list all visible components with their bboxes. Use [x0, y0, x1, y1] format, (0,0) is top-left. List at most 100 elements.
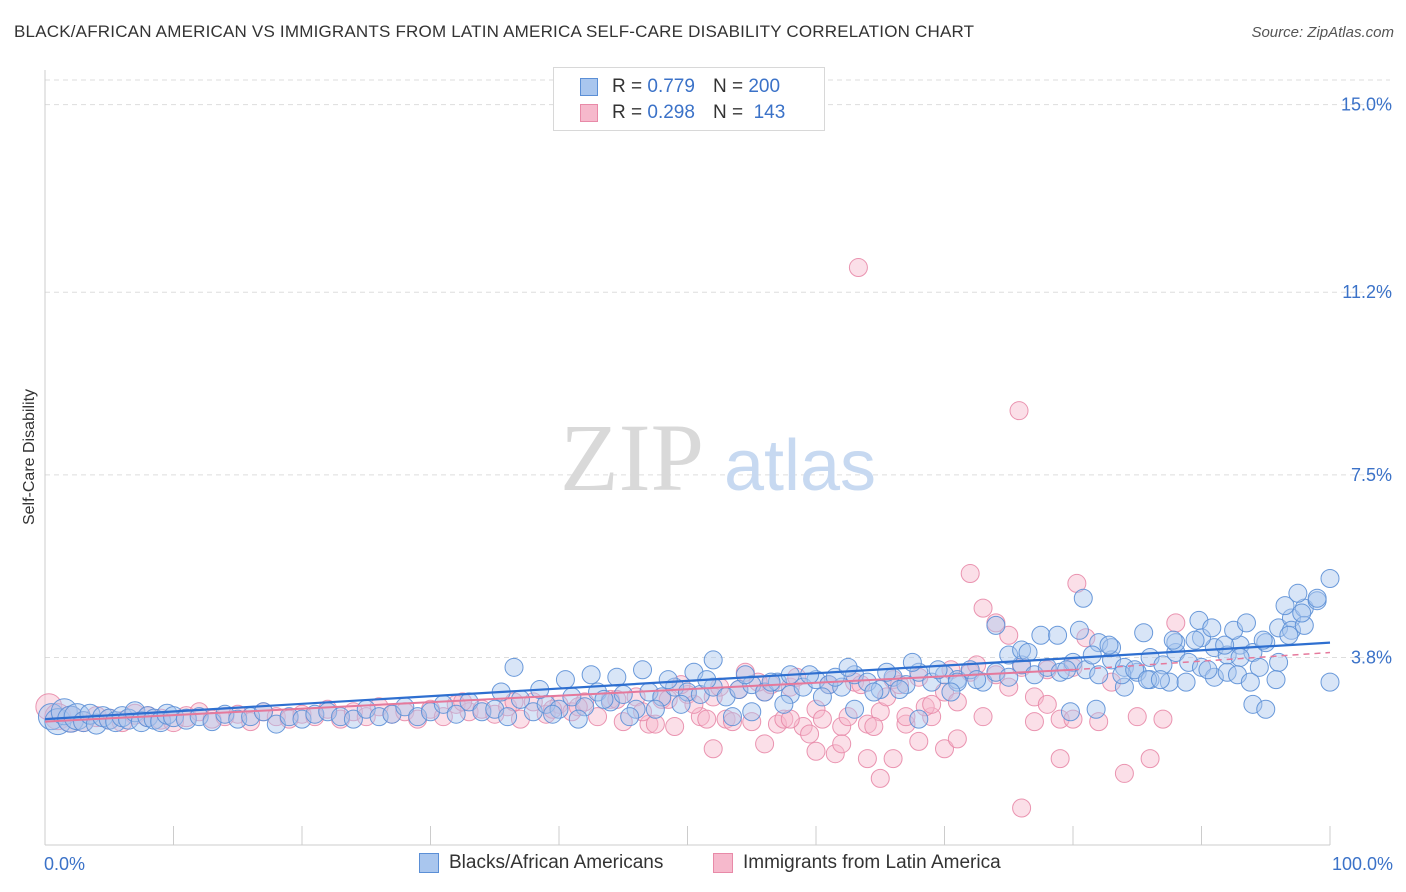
data-point-immigrants — [999, 677, 1019, 697]
y-tick-label: 7.5% — [1351, 465, 1392, 485]
data-point-blacks — [947, 672, 967, 692]
data-point-immigrants — [960, 564, 980, 584]
data-point-immigrants — [806, 741, 826, 761]
n-value: 143 — [753, 102, 786, 123]
data-point-blacks — [845, 699, 865, 719]
data-point-blacks — [1163, 630, 1183, 650]
data-point-immigrants — [1012, 798, 1032, 818]
watermark-atlas: atlas — [724, 426, 876, 506]
data-point-immigrants — [1153, 709, 1173, 729]
data-point-immigrants — [1024, 712, 1044, 732]
data-point-blacks — [543, 704, 563, 724]
data-point-blacks — [1185, 630, 1205, 650]
r-value: 0.779 — [647, 76, 695, 97]
data-point-blacks — [1082, 645, 1102, 665]
legend-item-blacks[interactable]: Blacks/African Americans — [419, 852, 663, 874]
data-point-blacks — [671, 694, 691, 714]
data-point-immigrants — [857, 749, 877, 769]
data-point-immigrants — [613, 712, 633, 732]
data-point-blacks — [1253, 630, 1273, 650]
blue-swatch-icon — [419, 853, 439, 873]
data-point-immigrants — [1063, 709, 1083, 729]
data-point-blacks — [1230, 647, 1250, 667]
x-tick-label: 100.0% — [1332, 854, 1393, 874]
data-point-immigrants — [1140, 749, 1160, 769]
data-point-blacks — [1320, 568, 1340, 588]
trend-line-immigrants — [44, 668, 1074, 723]
data-point-immigrants — [864, 717, 884, 737]
data-point-blacks — [1243, 694, 1263, 714]
data-point-blacks — [812, 687, 832, 707]
data-point-blacks — [652, 687, 672, 707]
data-point-immigrants — [922, 694, 942, 714]
data-point-blacks — [774, 694, 794, 714]
data-point-blacks — [1288, 583, 1308, 603]
pink-swatch-icon — [713, 853, 733, 873]
data-point-immigrants — [697, 709, 717, 729]
data-point-blacks — [838, 657, 858, 677]
data-point-blacks — [1281, 620, 1301, 640]
y-tick-label: 11.2% — [1342, 282, 1392, 302]
data-point-blacks — [658, 670, 678, 690]
data-point-immigrants — [1009, 401, 1029, 421]
data-point-blacks — [1236, 613, 1256, 633]
data-point-blacks — [1060, 702, 1080, 722]
data-point-immigrants — [703, 739, 723, 759]
data-point-blacks — [575, 697, 595, 717]
data-point-blacks — [806, 670, 826, 690]
data-point-blacks — [498, 707, 518, 727]
data-point-blacks — [1256, 699, 1276, 719]
data-point-immigrants — [909, 731, 929, 751]
data-point-immigrants — [812, 709, 832, 729]
data-point-blacks — [742, 702, 762, 722]
data-point-blacks — [703, 650, 723, 670]
data-point-blacks — [343, 709, 363, 729]
y-tick-label: 3.8% — [1351, 647, 1392, 667]
data-point-blacks — [408, 707, 428, 727]
data-point-blacks — [864, 682, 884, 702]
data-point-immigrants — [1050, 749, 1070, 769]
data-point-immigrants — [774, 709, 794, 729]
data-point-immigrants — [896, 714, 916, 734]
data-point-immigrants — [755, 734, 775, 754]
r-label: R = — [612, 76, 643, 97]
y-tick-label: 15.0% — [1341, 95, 1392, 115]
chart-title: BLACK/AFRICAN AMERICAN VS IMMIGRANTS FRO… — [14, 22, 975, 41]
data-point-blacks — [446, 704, 466, 724]
tick-labels: 3.8% 7.5% 11.2% 15.0% 0.0% 100.0% — [44, 95, 1393, 874]
data-point-blacks — [594, 689, 614, 709]
series-immigrants-latin-america — [35, 258, 1186, 818]
data-point-immigrants — [588, 707, 608, 727]
data-point-blacks — [896, 675, 916, 695]
data-point-blacks — [761, 672, 781, 692]
data-point-immigrants — [973, 707, 993, 727]
legend-item-immigrants[interactable]: Immigrants from Latin America — [713, 852, 1001, 874]
data-point-blacks — [1134, 623, 1154, 643]
data-point-blacks — [1114, 677, 1134, 697]
legend-row-blacks: R = 0.779 N = 200 — [580, 74, 780, 100]
data-point-blacks — [1089, 665, 1109, 685]
data-point-blacks — [581, 665, 601, 685]
data-point-blacks — [1176, 672, 1196, 692]
data-point-blacks — [1275, 596, 1295, 616]
data-point-immigrants — [575, 692, 595, 712]
data-point-blacks — [1202, 618, 1222, 638]
trend-line-immigrants-extension — [1072, 651, 1331, 671]
data-point-blacks — [941, 682, 961, 702]
data-point-immigrants — [722, 712, 742, 732]
data-point-blacks — [909, 709, 929, 729]
data-point-blacks — [1073, 588, 1093, 608]
data-point-immigrants — [838, 707, 858, 727]
data-point-immigrants — [742, 712, 762, 732]
data-point-immigrants — [1127, 707, 1147, 727]
data-point-immigrants — [870, 768, 890, 788]
data-point-immigrants — [1114, 763, 1134, 783]
data-point-blacks — [645, 699, 665, 719]
n-value: 200 — [748, 76, 781, 97]
data-point-blacks — [1294, 615, 1314, 635]
data-point-immigrants — [935, 739, 954, 759]
r-value: 0.298 — [647, 102, 695, 123]
data-point-immigrants — [848, 258, 868, 278]
data-point-blacks — [607, 667, 627, 687]
